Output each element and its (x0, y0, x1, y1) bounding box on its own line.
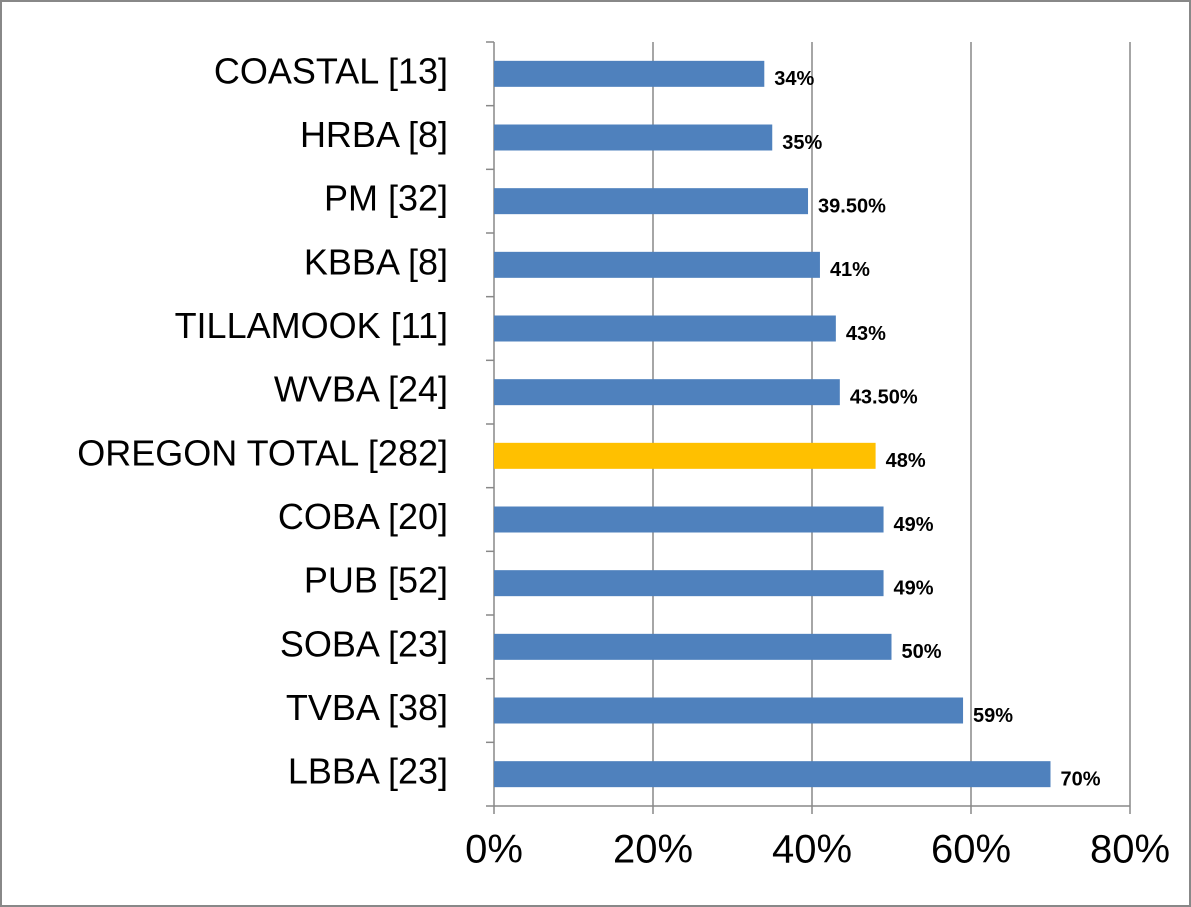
y-tick-label: SOBA [23] (280, 623, 448, 664)
bar (494, 251, 820, 278)
x-tick-label: 40% (772, 828, 852, 872)
x-tick-label: 20% (613, 828, 693, 872)
bar (494, 761, 1051, 788)
y-tick-label: TILLAMOOK [11] (175, 305, 448, 346)
x-tick-label: 80% (1090, 828, 1170, 872)
data-label: 35% (782, 132, 822, 154)
y-tick-label: KBBA [8] (304, 241, 448, 282)
y-tick-label: PUB [52] (304, 560, 448, 601)
data-label: 39.50% (818, 195, 886, 217)
bar (494, 60, 765, 87)
bar (494, 124, 773, 151)
y-tick-label: HRBA [8] (300, 114, 448, 155)
y-tick-label: TVBA [38] (286, 687, 448, 728)
data-label: 41% (830, 259, 870, 281)
data-label: 43% (846, 323, 886, 345)
data-label: 70% (1061, 768, 1101, 790)
bar (494, 379, 840, 406)
data-label: 48% (886, 450, 926, 472)
bar (494, 442, 876, 469)
y-tick-label: PM [32] (324, 178, 448, 219)
y-tick-label: WVBA [24] (274, 369, 448, 410)
y-tick-label: COBA [20] (278, 496, 448, 537)
data-label: 50% (902, 641, 942, 663)
bar (494, 697, 964, 724)
data-label: 59% (973, 705, 1013, 727)
bar (494, 633, 892, 660)
x-tick-label: 0% (465, 828, 523, 872)
y-tick-label: COASTAL [13] (214, 50, 448, 91)
y-tick-label: OREGON TOTAL [282] (77, 432, 448, 473)
bar (494, 506, 884, 533)
bar (494, 570, 884, 597)
x-tick-label: 60% (931, 828, 1011, 872)
data-label: 34% (774, 68, 814, 90)
y-tick-label: LBBA [23] (288, 751, 448, 792)
data-label: 43.50% (850, 386, 918, 408)
data-label: 49% (894, 577, 934, 599)
data-label: 49% (894, 514, 934, 536)
bar (494, 315, 836, 342)
bar (494, 188, 809, 215)
